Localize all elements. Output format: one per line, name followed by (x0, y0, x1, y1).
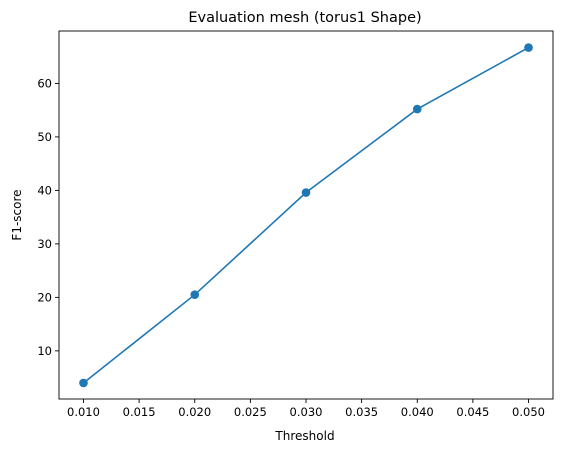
y-tick-label: 40 (37, 183, 52, 197)
y-tick-label: 20 (37, 290, 52, 304)
y-axis-label: F1-score (10, 189, 24, 240)
x-tick-label: 0.030 (290, 405, 323, 419)
data-point (190, 290, 200, 299)
data-point (301, 188, 311, 197)
x-axis-label: Threshold (274, 429, 334, 443)
series-line (82, 46, 529, 384)
y-tick-label: 30 (37, 237, 52, 251)
data-point (412, 104, 422, 114)
x-tick-label: 0.025 (234, 405, 267, 419)
x-tick-label: 0.010 (67, 405, 100, 419)
chart-title: Evaluation mesh (torus1 Shape) (188, 10, 421, 26)
y-tick-label: 10 (37, 344, 52, 358)
y-tick-label: 50 (37, 130, 52, 144)
x-tick-label: 0.015 (123, 405, 156, 419)
y-tick-label: 60 (37, 76, 52, 90)
x-tick-label: 0.035 (345, 405, 378, 419)
x-tick-label: 0.050 (512, 405, 545, 419)
x-tick-label: 0.045 (456, 405, 489, 419)
x-tick-label: 0.020 (178, 405, 211, 419)
data-point (79, 378, 88, 388)
series-layer (79, 43, 533, 388)
x-tick-label: 0.040 (401, 405, 434, 419)
x-axis: 0.010 0.015 0.020 0.025 0.030 0.035 0.040 0.045… (67, 399, 545, 419)
data-point (524, 43, 533, 52)
y-axis: 10 20 30 40 50 60 (37, 76, 59, 358)
